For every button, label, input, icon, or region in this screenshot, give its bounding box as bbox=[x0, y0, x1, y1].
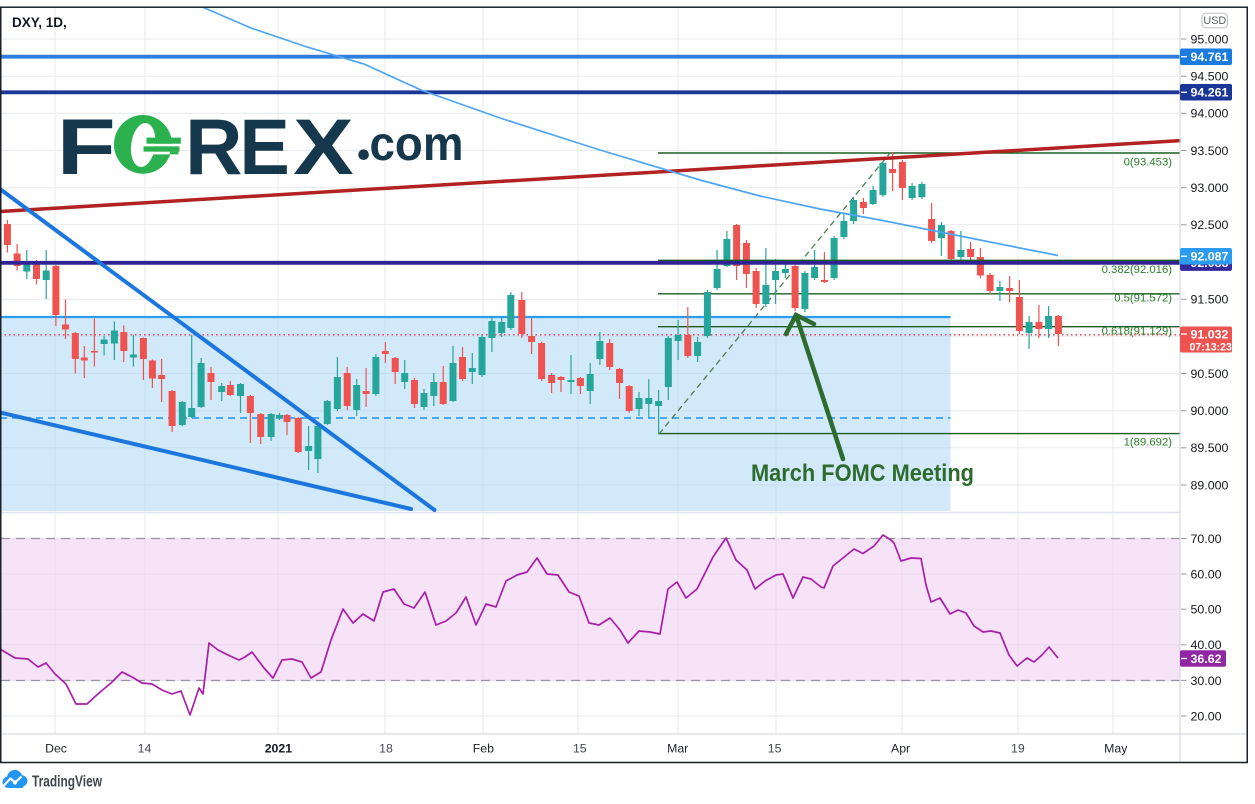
svg-text:0.382(92.016): 0.382(92.016) bbox=[1102, 264, 1173, 276]
svg-text:92.087: 92.087 bbox=[1191, 250, 1229, 264]
svg-text:Feb: Feb bbox=[473, 742, 494, 756]
svg-text:May: May bbox=[1104, 742, 1128, 756]
svg-text:94.500: 94.500 bbox=[1191, 70, 1229, 84]
svg-text:TradingView: TradingView bbox=[32, 774, 103, 791]
svg-text:94.261: 94.261 bbox=[1191, 86, 1229, 100]
svg-text:50.00: 50.00 bbox=[1191, 603, 1222, 617]
svg-text:94.761: 94.761 bbox=[1191, 50, 1229, 64]
svg-text:30.00: 30.00 bbox=[1191, 674, 1222, 688]
svg-text:14: 14 bbox=[138, 742, 152, 756]
svg-text:March FOMC Meeting: March FOMC Meeting bbox=[751, 460, 974, 487]
svg-text:Mar: Mar bbox=[667, 742, 688, 756]
svg-text:91.032: 91.032 bbox=[1191, 327, 1229, 341]
svg-text:18: 18 bbox=[379, 742, 393, 756]
svg-text:93.000: 93.000 bbox=[1191, 181, 1229, 195]
svg-text:15: 15 bbox=[768, 742, 782, 756]
svg-text:89.000: 89.000 bbox=[1191, 478, 1229, 492]
svg-text:com: com bbox=[370, 118, 464, 171]
svg-text:94.000: 94.000 bbox=[1191, 107, 1229, 121]
svg-text:0.618(91.129): 0.618(91.129) bbox=[1102, 326, 1173, 338]
svg-text:Dec: Dec bbox=[45, 742, 67, 756]
svg-text:Apr: Apr bbox=[891, 742, 910, 756]
svg-text:USD: USD bbox=[1203, 15, 1226, 27]
svg-text:95.000: 95.000 bbox=[1191, 32, 1229, 46]
svg-text:60.00: 60.00 bbox=[1191, 567, 1222, 581]
svg-text:E: E bbox=[240, 102, 290, 191]
svg-text:X: X bbox=[293, 102, 354, 191]
svg-text:90.000: 90.000 bbox=[1191, 404, 1229, 418]
svg-text:19: 19 bbox=[1011, 742, 1025, 756]
svg-text:0(93.453): 0(93.453) bbox=[1124, 157, 1173, 169]
svg-text:2021: 2021 bbox=[265, 742, 293, 756]
svg-text:15: 15 bbox=[573, 742, 587, 756]
svg-text:40.00: 40.00 bbox=[1191, 638, 1222, 652]
svg-text:20.00: 20.00 bbox=[1191, 709, 1222, 723]
svg-text:70.00: 70.00 bbox=[1191, 532, 1222, 546]
svg-text:89.500: 89.500 bbox=[1191, 441, 1229, 455]
svg-text:DXY, 1D,: DXY, 1D, bbox=[12, 15, 67, 30]
svg-text:1(89.692): 1(89.692) bbox=[1124, 437, 1173, 449]
svg-text:91.500: 91.500 bbox=[1191, 293, 1229, 307]
svg-text:90.500: 90.500 bbox=[1191, 367, 1229, 381]
svg-text:93.500: 93.500 bbox=[1191, 144, 1229, 158]
svg-text:36.62: 36.62 bbox=[1191, 652, 1222, 666]
svg-text:0.5(91.572): 0.5(91.572) bbox=[1114, 293, 1172, 305]
svg-text:92.500: 92.500 bbox=[1191, 218, 1229, 232]
svg-text:F: F bbox=[57, 102, 116, 191]
svg-text:R: R bbox=[185, 102, 242, 191]
svg-text:07:13:23: 07:13:23 bbox=[1190, 341, 1233, 353]
